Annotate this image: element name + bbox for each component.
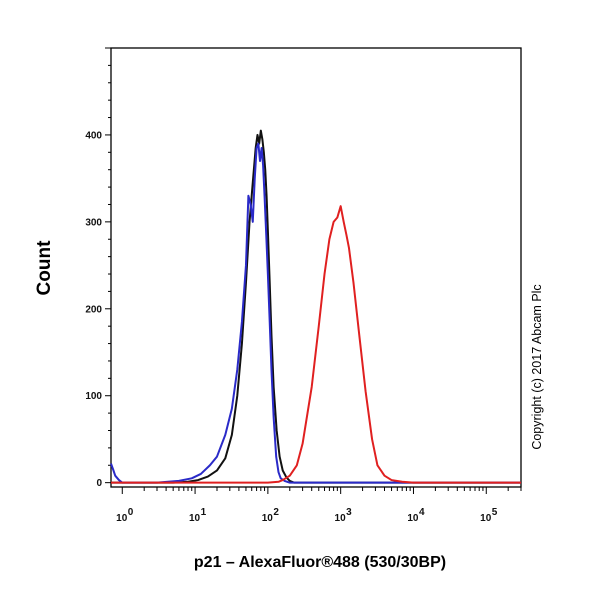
y-tick-label: 200	[85, 304, 102, 315]
x-tick-label: 10	[116, 513, 128, 524]
x-tick-exponent: 4	[419, 507, 425, 518]
plot-area-frame	[110, 47, 522, 488]
y-axis-label: Count	[34, 240, 55, 296]
x-tick-label: 10	[262, 513, 274, 524]
y-tick-label: 400	[85, 130, 102, 141]
y-tick-label: 100	[85, 391, 102, 402]
series-line-2	[110, 142, 521, 484]
x-tick-label: 10	[480, 513, 492, 524]
x-tick-exponent: 5	[492, 507, 498, 518]
x-tick-label: 10	[189, 513, 201, 524]
x-tick-exponent: 3	[346, 507, 352, 518]
series-line-1	[111, 129, 521, 484]
x-axis-label: p21 – AlexaFluor®488 (530/30BP)	[194, 554, 446, 571]
x-tick-exponent: 2	[273, 507, 279, 518]
copyright-annotation: Copyright (c) 2017 Abcam Plc	[530, 284, 544, 449]
x-tick-exponent: 0	[128, 507, 134, 518]
x-tick-label: 10	[407, 513, 419, 524]
x-tick-label: 10	[335, 513, 347, 524]
y-tick-label: 0	[96, 478, 102, 489]
y-tick-label: 300	[85, 217, 102, 228]
x-tick-exponent: 1	[201, 507, 207, 518]
y-axis: 0 100 200 300 400	[85, 47, 111, 489]
series-layer	[110, 129, 521, 484]
series-line-3	[111, 205, 521, 484]
